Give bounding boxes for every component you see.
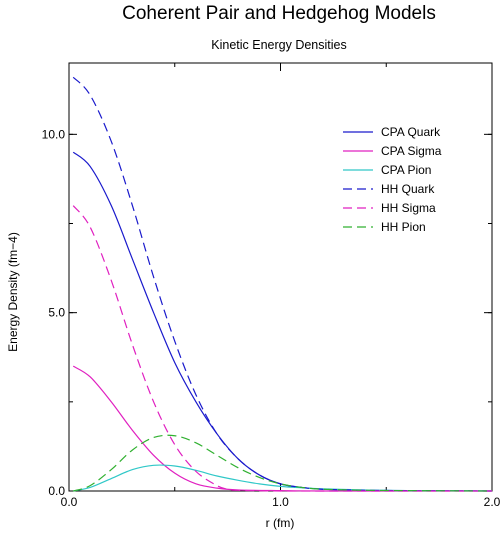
legend-label: CPA Sigma xyxy=(381,144,442,158)
chart-title: Coherent Pair and Hedgehog Models xyxy=(122,3,436,24)
x-tick-label: 2.0 xyxy=(484,495,501,509)
legend-label: CPA Pion xyxy=(381,163,431,177)
legend-label: HH Pion xyxy=(381,220,426,234)
legend: CPA Quark CPA Sigma CPA Pion HH Quark HH Sig… xyxy=(343,125,442,234)
series-line-cpa-pion xyxy=(73,465,492,491)
series-line-cpa-sigma xyxy=(73,366,492,491)
y-axis-label: Energy Density (fm−4) xyxy=(6,232,20,352)
legend-label: CPA Quark xyxy=(381,125,441,139)
series-line-hh-sigma xyxy=(73,206,492,491)
legend-label: HH Quark xyxy=(381,182,435,196)
chart-subtitle: Kinetic Energy Densities xyxy=(211,38,346,52)
legend-label: HH Sigma xyxy=(381,201,436,215)
series-line-hh-quark xyxy=(73,77,492,491)
y-tick-label: 5.0 xyxy=(48,306,65,320)
y-tick-label: 10.0 xyxy=(42,127,66,141)
x-axis-label: r (fm) xyxy=(266,516,295,530)
series-line-hh-pion xyxy=(73,435,492,491)
y-tick-label: 0.0 xyxy=(48,484,65,498)
series-layer xyxy=(73,77,492,491)
x-tick-label: 1.0 xyxy=(272,495,289,509)
